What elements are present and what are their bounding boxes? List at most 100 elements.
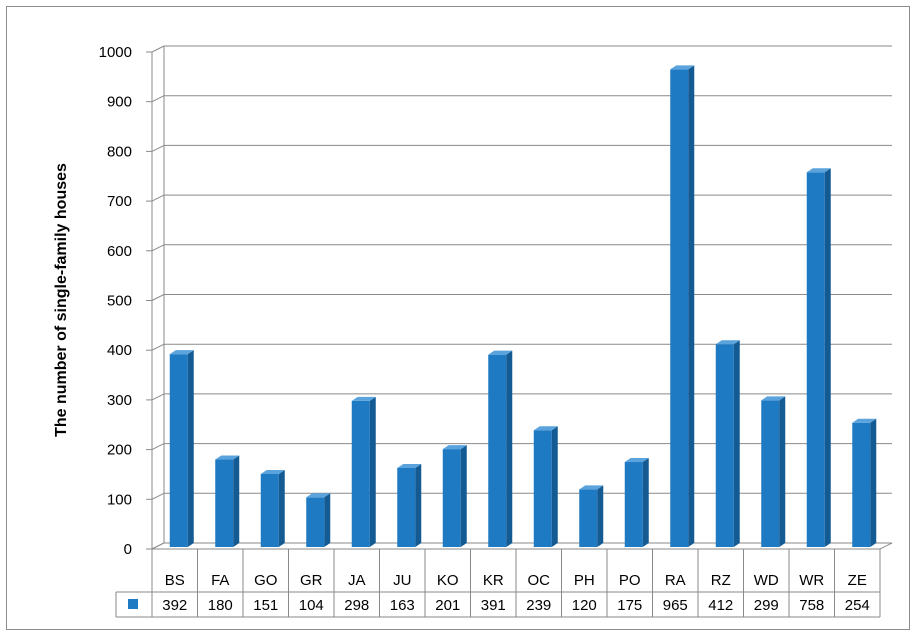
bar-front: [488, 354, 507, 547]
category-label: JA: [348, 572, 366, 589]
bar-PH: [579, 485, 604, 547]
y-tick-label: 800: [107, 143, 132, 160]
bar-side: [324, 493, 331, 547]
data-label: 163: [390, 597, 415, 614]
category-label: KO: [437, 572, 459, 589]
bar-RA: [670, 65, 695, 548]
bar-top: [579, 485, 604, 490]
y-tick-label: 900: [107, 94, 132, 111]
data-label: 239: [526, 597, 551, 614]
gridline-depth: [151, 144, 165, 152]
axes: [146, 46, 893, 550]
category-label: ZE: [848, 572, 867, 589]
bar-front: [169, 354, 188, 547]
bar-side: [688, 65, 695, 548]
legend-key: [128, 599, 138, 609]
bar-front: [579, 489, 598, 547]
bar-side: [187, 350, 194, 547]
category-label: GR: [300, 572, 323, 589]
bar-front: [351, 400, 370, 547]
bar-WR: [806, 168, 831, 548]
bar-front: [442, 449, 461, 547]
bar-top: [624, 458, 649, 463]
data-label: 175: [617, 597, 642, 614]
data-table: BS 392 FA 180 GO 151 GR 104 JA 298 JU 163 KO 201 KR 391…: [115, 549, 881, 618]
y-tick-label: 0: [124, 541, 132, 558]
bar-front: [670, 69, 689, 548]
bar-top: [806, 168, 831, 173]
gridline-depth: [151, 45, 165, 53]
bar-top: [533, 426, 558, 431]
bar-front: [306, 497, 325, 547]
data-label: 120: [572, 597, 597, 614]
bar-top: [397, 463, 422, 468]
bar-top: [260, 469, 285, 474]
y-tick-label: 1000: [99, 44, 132, 61]
bar-side: [642, 458, 649, 547]
bar-side: [415, 463, 422, 547]
bar-OC: [533, 426, 558, 547]
gridline-depth: [151, 443, 165, 451]
bar-top: [442, 445, 467, 450]
bar-WD: [761, 396, 786, 547]
bar-front: [715, 344, 734, 547]
bar-front: [852, 422, 871, 547]
bar-ZE: [852, 418, 877, 547]
bar-side: [733, 340, 740, 547]
y-tick-label: 200: [107, 442, 132, 459]
gridline-depth: [151, 194, 165, 202]
bar-top: [306, 493, 331, 498]
gridline-depth: [151, 95, 165, 103]
chart-floor: [151, 542, 893, 550]
y-tick-label: 300: [107, 392, 132, 409]
category-label: KR: [483, 572, 504, 589]
bar-GR: [306, 493, 331, 547]
bar-side: [369, 396, 376, 547]
bar-front: [624, 462, 643, 547]
bar-front: [806, 172, 825, 548]
data-label: 298: [344, 597, 369, 614]
y-tick-label: 100: [107, 491, 132, 508]
gridline-depth: [151, 393, 165, 401]
bar-FA: [215, 455, 240, 547]
gridline-depth: [151, 244, 165, 252]
category-label: GO: [254, 572, 277, 589]
data-label: 104: [299, 597, 324, 614]
bar-RZ: [715, 340, 740, 547]
y-tick-label: 500: [107, 293, 132, 310]
bar-top: [351, 396, 376, 401]
bar-side: [551, 426, 558, 547]
category-label: PH: [574, 572, 595, 589]
bar-top: [670, 65, 695, 70]
y-tick-labels: 0 100 200 300 400 500 600 700 800 900 1000: [99, 44, 132, 558]
y-tick-label: 400: [107, 342, 132, 359]
category-label: JU: [393, 572, 411, 589]
category-label: FA: [211, 572, 229, 589]
category-label: BS: [165, 572, 185, 589]
bar-side: [824, 168, 831, 548]
data-label: 180: [208, 597, 233, 614]
bar-top: [715, 340, 740, 345]
category-label: RZ: [711, 572, 731, 589]
data-label: 965: [663, 597, 688, 614]
bars: [169, 65, 877, 548]
category-label: WR: [799, 572, 824, 589]
bar-top: [852, 418, 877, 423]
bar-top: [488, 350, 513, 355]
bar-JU: [397, 463, 422, 547]
bar-top: [169, 350, 194, 355]
category-label: OC: [528, 572, 551, 589]
data-label: 151: [253, 597, 278, 614]
bar-GO: [260, 469, 285, 547]
bar-side: [597, 485, 604, 547]
bar-side: [460, 445, 467, 547]
bar-front: [761, 400, 780, 547]
y-tick-label: 700: [107, 193, 132, 210]
bar-top: [215, 455, 240, 460]
bar-side: [506, 350, 513, 547]
bar-front: [397, 467, 416, 547]
data-label: 201: [435, 597, 460, 614]
data-label: 391: [481, 597, 506, 614]
gridline-depth: [151, 343, 165, 351]
bar-front: [533, 430, 552, 547]
